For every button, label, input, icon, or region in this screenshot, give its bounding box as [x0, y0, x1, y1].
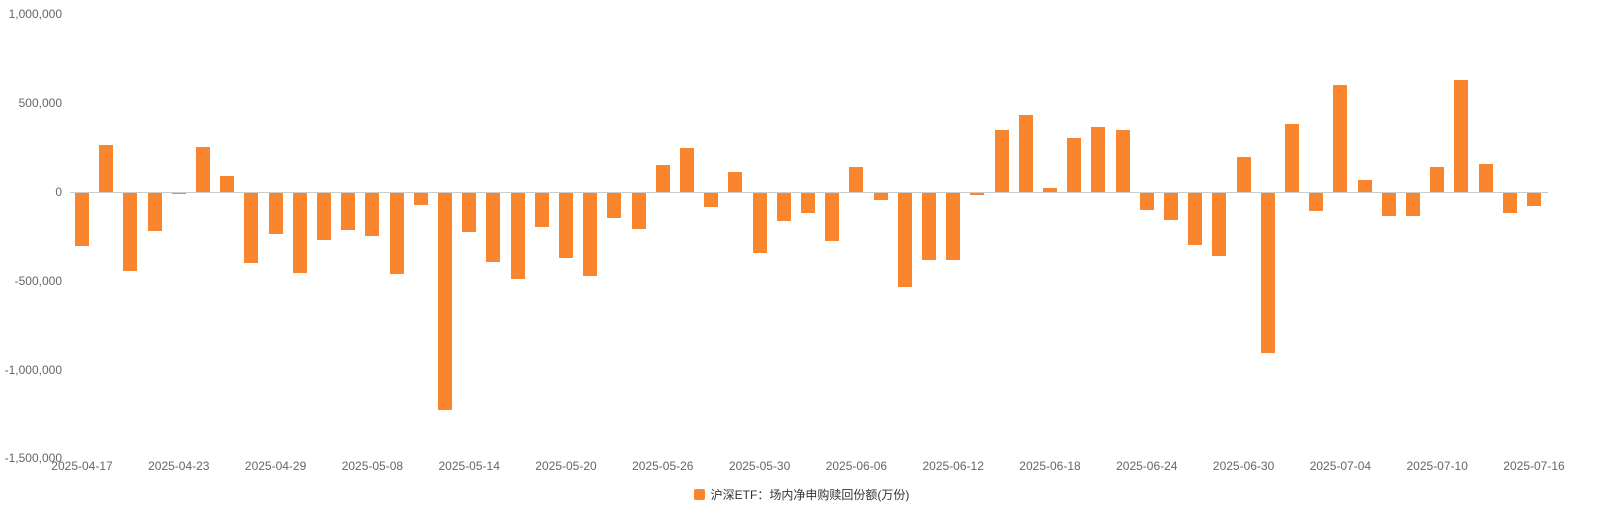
bar-2025-07-03[interactable] [1309, 193, 1324, 211]
x-axis-label: 2025-06-24 [1116, 459, 1178, 473]
bar-2025-06-17[interactable] [1018, 114, 1033, 192]
bar-2025-06-26[interactable] [1188, 193, 1203, 245]
x-axis-label: 2025-06-18 [1019, 459, 1081, 473]
bar-2025-05-30[interactable] [752, 193, 767, 254]
bar-2025-05-15[interactable] [486, 193, 501, 263]
bar-2025-04-30[interactable] [292, 193, 307, 273]
bar-2025-06-04[interactable] [801, 193, 815, 213]
bar-2025-04-22[interactable] [147, 193, 162, 232]
x-axis-label: 2025-05-26 [632, 459, 694, 473]
bar-2025-05-16[interactable] [510, 193, 525, 280]
x-axis-label: 2025-07-10 [1406, 459, 1468, 473]
y-axis-label: 500,000 [18, 96, 62, 111]
bar-2025-07-07[interactable] [1357, 179, 1372, 192]
bar-2025-05-20[interactable] [559, 193, 573, 258]
bar-2025-07-10[interactable] [1430, 167, 1445, 192]
bar-2025-05-12[interactable] [413, 193, 428, 206]
bar-2025-06-10[interactable] [897, 193, 912, 288]
bar-2025-05-29[interactable] [728, 172, 743, 192]
bar-2025-06-20[interactable] [1091, 127, 1106, 192]
bar-2025-06-19[interactable] [1067, 137, 1082, 192]
y-axis-label: 0 [55, 185, 62, 199]
bar-2025-05-28[interactable] [704, 193, 719, 208]
bar-2025-06-18[interactable] [1043, 188, 1057, 192]
bar-2025-05-06[interactable] [317, 193, 331, 241]
y-axis-label: -1,000,000 [4, 362, 62, 377]
bar-2025-04-25[interactable] [220, 176, 235, 192]
bar-2025-07-02[interactable] [1285, 123, 1299, 192]
bar-2025-04-24[interactable] [196, 146, 210, 192]
x-axis-label: 2025-04-17 [51, 459, 113, 473]
bar-2025-06-05[interactable] [825, 193, 840, 241]
bar-2025-06-12[interactable] [946, 193, 961, 261]
bar-2025-05-08[interactable] [365, 193, 380, 236]
bar-2025-06-30[interactable] [1236, 157, 1251, 192]
x-axis-label: 2025-04-23 [148, 459, 210, 473]
x-axis-label: 2025-07-16 [1503, 459, 1565, 473]
bar-2025-04-28[interactable] [244, 193, 259, 264]
bar-2025-06-13[interactable] [970, 193, 985, 195]
bar-2025-06-24[interactable] [1139, 193, 1154, 210]
x-axis-label: 2025-05-30 [728, 459, 791, 473]
bar-2025-05-21[interactable] [583, 193, 598, 277]
x-axis-label: 2025-07-04 [1309, 459, 1372, 473]
legend-swatch-icon [693, 489, 705, 500]
bar-2025-06-11[interactable] [922, 193, 936, 261]
bar-2025-07-04[interactable] [1333, 85, 1348, 192]
bar-2025-05-27[interactable] [680, 148, 694, 192]
bar-2025-04-18[interactable] [99, 144, 114, 192]
y-axis-label: 1,000,000 [8, 7, 62, 22]
bar-2025-07-01[interactable] [1260, 193, 1275, 353]
bar-2025-06-27[interactable] [1212, 193, 1227, 257]
bar-2025-05-14[interactable] [462, 193, 477, 233]
x-axis-label: 2025-06-06 [825, 459, 888, 473]
bar-2025-07-08[interactable] [1381, 193, 1396, 217]
legend[interactable]: 沪深ETF：场内净申购赎回份额(万份) [0, 486, 1603, 503]
bar-2025-07-15[interactable] [1502, 193, 1517, 213]
bar-2025-04-29[interactable] [268, 193, 283, 234]
bar-2025-04-23[interactable] [171, 193, 186, 195]
y-axis-label: -500,000 [14, 273, 62, 288]
bar-2025-04-21[interactable] [123, 193, 138, 272]
x-axis-label: 2025-05-20 [535, 459, 597, 473]
y-axis-label: -1,500,000 [4, 451, 62, 466]
x-axis-label: 2025-04-29 [244, 459, 307, 473]
zero-axis-line [70, 192, 1548, 193]
bar-2025-07-09[interactable] [1406, 193, 1420, 217]
bar-2025-04-17[interactable] [75, 193, 89, 247]
bar-2025-06-03[interactable] [776, 193, 791, 222]
x-axis-label: 2025-05-14 [438, 459, 500, 473]
x-axis-label: 2025-06-12 [922, 459, 984, 473]
bar-2025-07-14[interactable] [1478, 163, 1493, 192]
bar-2025-05-22[interactable] [607, 193, 622, 218]
bar-2025-07-11[interactable] [1454, 80, 1469, 192]
x-axis-label: 2025-05-08 [341, 459, 404, 473]
bar-2025-05-23[interactable] [631, 193, 646, 229]
bar-2025-05-07[interactable] [341, 193, 356, 231]
bar-2025-05-13[interactable] [438, 193, 452, 410]
bar-2025-05-09[interactable] [389, 193, 404, 274]
bar-2025-06-06[interactable] [849, 167, 864, 192]
bar-2025-06-09[interactable] [873, 193, 888, 201]
bar-2025-06-23[interactable] [1115, 129, 1130, 192]
bar-2025-05-26[interactable] [655, 165, 670, 192]
legend-label: 沪深ETF：场内净申购赎回份额(万份) [710, 488, 910, 502]
bar-2025-07-16[interactable] [1527, 193, 1541, 207]
bar-2025-06-16[interactable] [994, 129, 1009, 192]
bar-2025-05-19[interactable] [534, 193, 549, 227]
x-axis-label: 2025-06-30 [1212, 459, 1275, 473]
bar-2025-06-25[interactable] [1164, 193, 1178, 220]
